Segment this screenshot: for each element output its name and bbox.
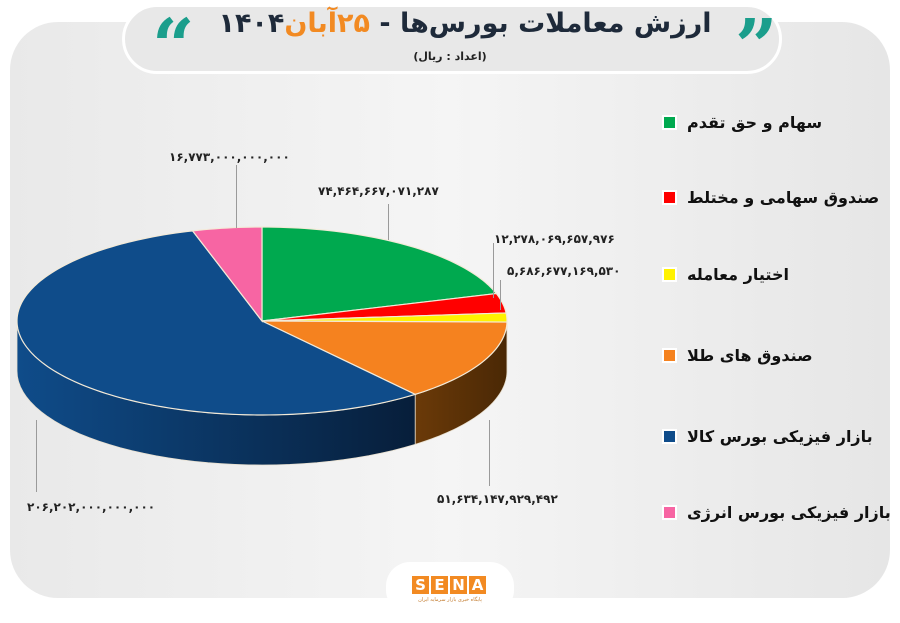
legend-label: صندوق سهامی و مختلط	[687, 187, 880, 207]
legend-item-gold-funds: صندوق های طلا	[662, 343, 813, 367]
value-label-yellow: ۵,۶۸۶,۶۷۷,۱۶۹,۵۳۰	[507, 264, 621, 278]
leader-line-orange	[489, 420, 490, 486]
legend-label: اختیار معامله	[687, 264, 789, 284]
pie-slice-1	[261, 292, 507, 322]
leader-line-green	[388, 204, 389, 240]
sena-logo: S E N A	[412, 576, 488, 594]
legend-item-stocks: سهام و حق تقدم	[662, 110, 822, 134]
legend-item-options: اختیار معامله	[662, 262, 789, 286]
title-banner	[122, 4, 782, 74]
legend-label: صندوق های طلا	[687, 345, 813, 365]
legend-label: سهام و حق تقدم	[687, 112, 823, 132]
leader-line-red	[493, 243, 494, 298]
legend-swatch-green	[662, 114, 677, 130]
page-title: ارزش معاملات بورس‌ها - ۲۵آبان۱۴۰۴	[200, 8, 730, 39]
unit-subtitle: (اعداد : ریال)	[413, 50, 487, 63]
legend-item-energy-physical: بازار فیزیکی بورس انرژی	[662, 500, 891, 524]
title-date: ۲۵آبان	[284, 8, 370, 39]
leader-line-pink	[236, 165, 237, 228]
title-main: ارزش معاملات بورس‌ها -	[369, 8, 712, 39]
logo-tagline: پایگاه خبری بازار سرمایه ایران	[418, 597, 482, 603]
leader-line-yellow	[500, 280, 501, 310]
pie-slice-3	[261, 320, 508, 396]
value-label-green: ۷۴,۴۶۴,۶۶۷,۰۷۱,۲۸۷	[318, 184, 439, 198]
legend-label: بازار فیزیکی بورس کالا	[687, 426, 873, 446]
legend-swatch-pink	[662, 504, 677, 520]
pie-slice-0	[261, 226, 498, 322]
legend-swatch-orange	[662, 347, 677, 363]
legend-swatch-blue	[662, 428, 677, 444]
legend-swatch-yellow	[662, 266, 677, 282]
value-label-red: ۱۲,۲۷۸,۰۶۹,۶۵۷,۹۷۶	[494, 232, 615, 246]
legend-item-commodity-physical: بازار فیزیکی بورس کالا	[662, 424, 873, 448]
open-quote-icon: “	[152, 4, 195, 90]
pie-slice-5	[191, 226, 263, 323]
value-label-blue: ۲۰۶,۲۰۲,۰۰۰,۰۰۰,۰۰۰	[27, 500, 156, 514]
legend-label: بازار فیزیکی بورس انرژی	[687, 502, 891, 522]
pie-slice-4	[16, 230, 417, 416]
pie-top-face	[16, 226, 508, 416]
value-label-pink: ۱۶,۷۷۳,۰۰۰,۰۰۰,۰۰۰	[169, 150, 290, 164]
legend-swatch-red	[662, 189, 677, 205]
legend-item-mixed-funds: صندوق سهامی و مختلط	[662, 185, 879, 209]
leader-line-blue	[36, 420, 37, 492]
title-year: ۱۴۰۴	[218, 8, 285, 39]
close-quote-icon: ”	[735, 4, 778, 90]
value-label-orange: ۵۱,۶۳۴,۱۴۷,۹۲۹,۴۹۲	[437, 492, 558, 506]
